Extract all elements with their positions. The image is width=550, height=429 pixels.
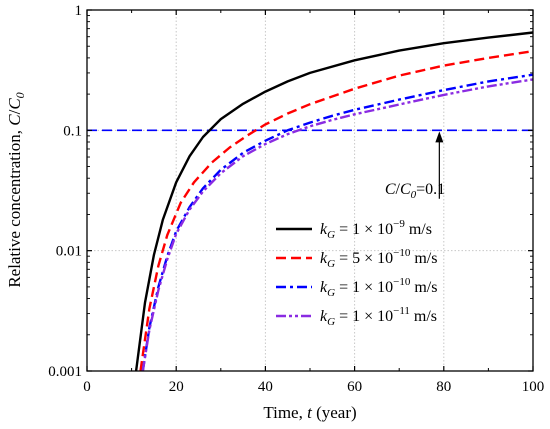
x-tick-label: 60 (347, 379, 362, 395)
series-line-3 (141, 73, 534, 372)
x-tick-label: 40 (258, 379, 273, 395)
x-tick-label: 20 (169, 379, 184, 395)
plot-background (87, 10, 533, 371)
legend-label-1: kG = 1 × 10−9 m/s (320, 218, 432, 241)
annotation-label: C/C0=0.1 (385, 181, 445, 201)
legend-label-2: kG = 5 × 10−10 m/s (320, 247, 437, 270)
grid (87, 10, 533, 371)
series-group (134, 31, 534, 372)
x-tick-label: 0 (83, 379, 91, 395)
y-tick-label: 0.1 (63, 123, 82, 139)
y-axis-title: Relative concentration, C/C0 (5, 92, 27, 287)
annotation-arrow-head (435, 131, 444, 143)
series-line-4 (141, 78, 534, 372)
x-axis-title: Time, t (year) (263, 403, 356, 422)
y-tick-label: 0.01 (56, 244, 82, 260)
legend: kG = 1 × 10−9 m/s kG = 5 × 10−10 m/s kG = … (276, 218, 437, 328)
x-tick-label: 100 (522, 379, 545, 395)
series-line-1 (134, 31, 534, 372)
y-tick-label: 1 (75, 3, 83, 19)
axis-ticks: 0 20 40 60 80 100 0.001 0.01 0.1 1 (48, 3, 544, 395)
x-tick-label: 80 (436, 379, 451, 395)
legend-label-3: kG = 1 × 10−10 m/s (320, 276, 437, 299)
y-tick-label: 0.001 (48, 364, 82, 380)
annotation: C/C0=0.1 (385, 131, 445, 201)
series-line-2 (139, 50, 534, 372)
legend-label-4: kG = 1 × 10−11 m/s (320, 305, 437, 328)
